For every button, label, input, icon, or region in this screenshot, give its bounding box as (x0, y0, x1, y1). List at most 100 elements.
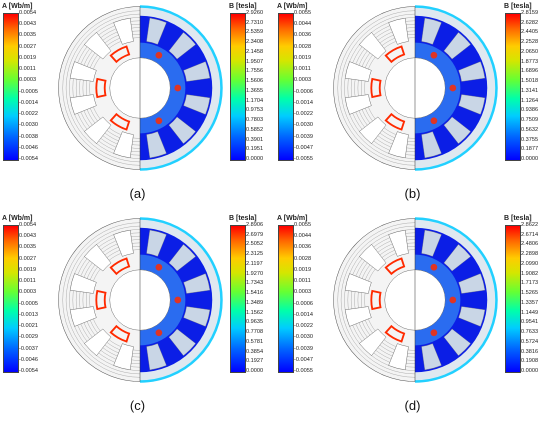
stator-outline (58, 218, 140, 382)
colorbar-tick-label: 0.0011 (19, 66, 36, 73)
colorbar-tick-label: 1.1449 (521, 309, 539, 316)
colorbar-tick-label: 1.7343 (246, 280, 264, 287)
rotor-magnet (384, 112, 406, 131)
panel-b: A [Wb/m] 0.0055 0.0044 0.0036 0.0028 0.0019 0… (275, 0, 550, 211)
shaft (415, 269, 446, 331)
b-legend-title: B [tesla] (229, 3, 257, 10)
colorbar-tick-label: 0.0000 (521, 368, 539, 374)
colorbar-tick-label: 1.1562 (246, 309, 264, 316)
colorbar-tick-label: -0.0014 (294, 99, 313, 106)
flux-line (344, 229, 415, 371)
a-colorbar (278, 225, 294, 373)
colorbar-tick-label: 0.3901 (246, 136, 264, 143)
stator-slot (69, 273, 97, 294)
stator-slot (421, 17, 442, 45)
rotor-magnet (95, 77, 107, 99)
colorbar-tick-label: 0.0035 (19, 32, 37, 39)
flux-line (357, 242, 415, 358)
colorbar-tick-label: 1.3357 (521, 299, 539, 306)
colorbar-tick-label: 2.0650 (521, 48, 539, 55)
flux-line (351, 24, 415, 152)
flux-line (86, 34, 140, 142)
stator-slot (183, 94, 211, 115)
flux-line (62, 10, 140, 166)
colorbar-tick-label: 1.5265 (521, 290, 539, 297)
colorbar-tick-label: 1.7556 (246, 68, 264, 75)
colorbar-tick-label: 0.3816 (521, 348, 539, 355)
stator-slot (344, 61, 372, 82)
flux-lines-half (58, 6, 140, 170)
shaft (140, 269, 171, 331)
colorbar-tick-label: 0.1877 (521, 146, 539, 153)
flux-line (347, 232, 415, 368)
stator-slot (168, 32, 196, 60)
colorbar-tick-label: 1.5018 (521, 78, 539, 85)
colorbar-tick-label: 2.6282 (521, 19, 539, 26)
colorbar-tick-label: 0.0003 (19, 289, 37, 296)
flux-line (82, 242, 140, 358)
stator-slot (421, 131, 442, 159)
colorbar-tick-label: 0.0000 (246, 156, 264, 162)
colorbar-tick-label: -0.0005 (19, 88, 38, 95)
b-legend-title: B [tesla] (504, 3, 532, 10)
stator-slot (113, 343, 134, 371)
stator-slot (183, 306, 211, 327)
flux-line (79, 27, 140, 149)
flux-line (354, 239, 415, 361)
stator-slot (421, 343, 442, 371)
flux-density-half (415, 5, 498, 171)
a-legend-title: A [Wb/m] (277, 215, 308, 222)
colorbar-tick-label: 0.0011 (294, 278, 311, 285)
saturation-spot (430, 117, 438, 125)
colorbar-tick-label: 0.7708 (246, 329, 264, 336)
flux-density-half (415, 217, 498, 383)
flux-line (62, 222, 140, 378)
rotor-magnet (109, 45, 131, 64)
colorbar-tick-label: -0.0039 (294, 345, 313, 352)
colorbar-tick-label: 2.0990 (521, 260, 539, 267)
colorbar-tick-label: -0.0055 (294, 368, 313, 374)
colorbar-tick-label: 2.3125 (246, 251, 264, 258)
stator-slot (359, 116, 387, 144)
colorbar-tick-label: 0.9753 (246, 107, 264, 114)
flux-line (72, 232, 140, 368)
colorbar-tick-label: -0.0022 (294, 323, 313, 330)
colorbar-tick-label: 1.9270 (246, 270, 264, 277)
stator-slot (388, 229, 409, 257)
colorbar-tick-label: 2.1197 (246, 260, 263, 267)
colorbar-tick-label: -0.0047 (294, 356, 313, 363)
flux-line (347, 20, 415, 156)
motor-field-plot (58, 5, 223, 171)
flux-lines-half (333, 218, 415, 382)
colorbar-tick-label: 0.0043 (19, 233, 37, 240)
panel-c: A [Wb/m] 0.0054 0.0043 0.0035 0.0027 0.0019 0… (0, 212, 275, 423)
colorbar-tick-label: 0.0019 (294, 266, 312, 273)
colorbar-tick-label: 1.7173 (521, 280, 539, 287)
colorbar-tick-label: 1.3489 (246, 299, 264, 306)
rotor-magnet (384, 324, 406, 343)
stator-slot (84, 244, 112, 272)
saturation-spot (155, 263, 163, 271)
stator-slot (113, 229, 134, 257)
saturation-spot (449, 296, 457, 304)
a-legend-title: A [Wb/m] (277, 3, 308, 10)
panel-caption: (b) (404, 186, 421, 201)
colorbar-tick-label: 0.0003 (294, 289, 312, 296)
stator-slot (458, 306, 486, 327)
colorbar-tick-label: 2.4806 (521, 241, 539, 248)
saturation-spot (174, 296, 182, 304)
flux-line (89, 37, 140, 139)
flux-line (69, 17, 140, 159)
colorbar-tick-label: 0.0044 (294, 233, 312, 240)
colorbar-tick-label: -0.0029 (19, 334, 38, 341)
flux-line (354, 27, 415, 149)
saturation-spot (155, 117, 163, 125)
b-legend-title: B [tesla] (229, 215, 257, 222)
colorbar-tick-label: 2.7310 (246, 19, 264, 26)
stator-slot (183, 273, 211, 294)
flux-line (337, 222, 415, 378)
colorbar-tick-label: 0.7803 (246, 117, 264, 124)
colorbar-tick-label: 2.8159 (521, 10, 539, 16)
stator-slot (443, 32, 471, 60)
colorbar-tick-label: 1.1704 (246, 97, 264, 104)
